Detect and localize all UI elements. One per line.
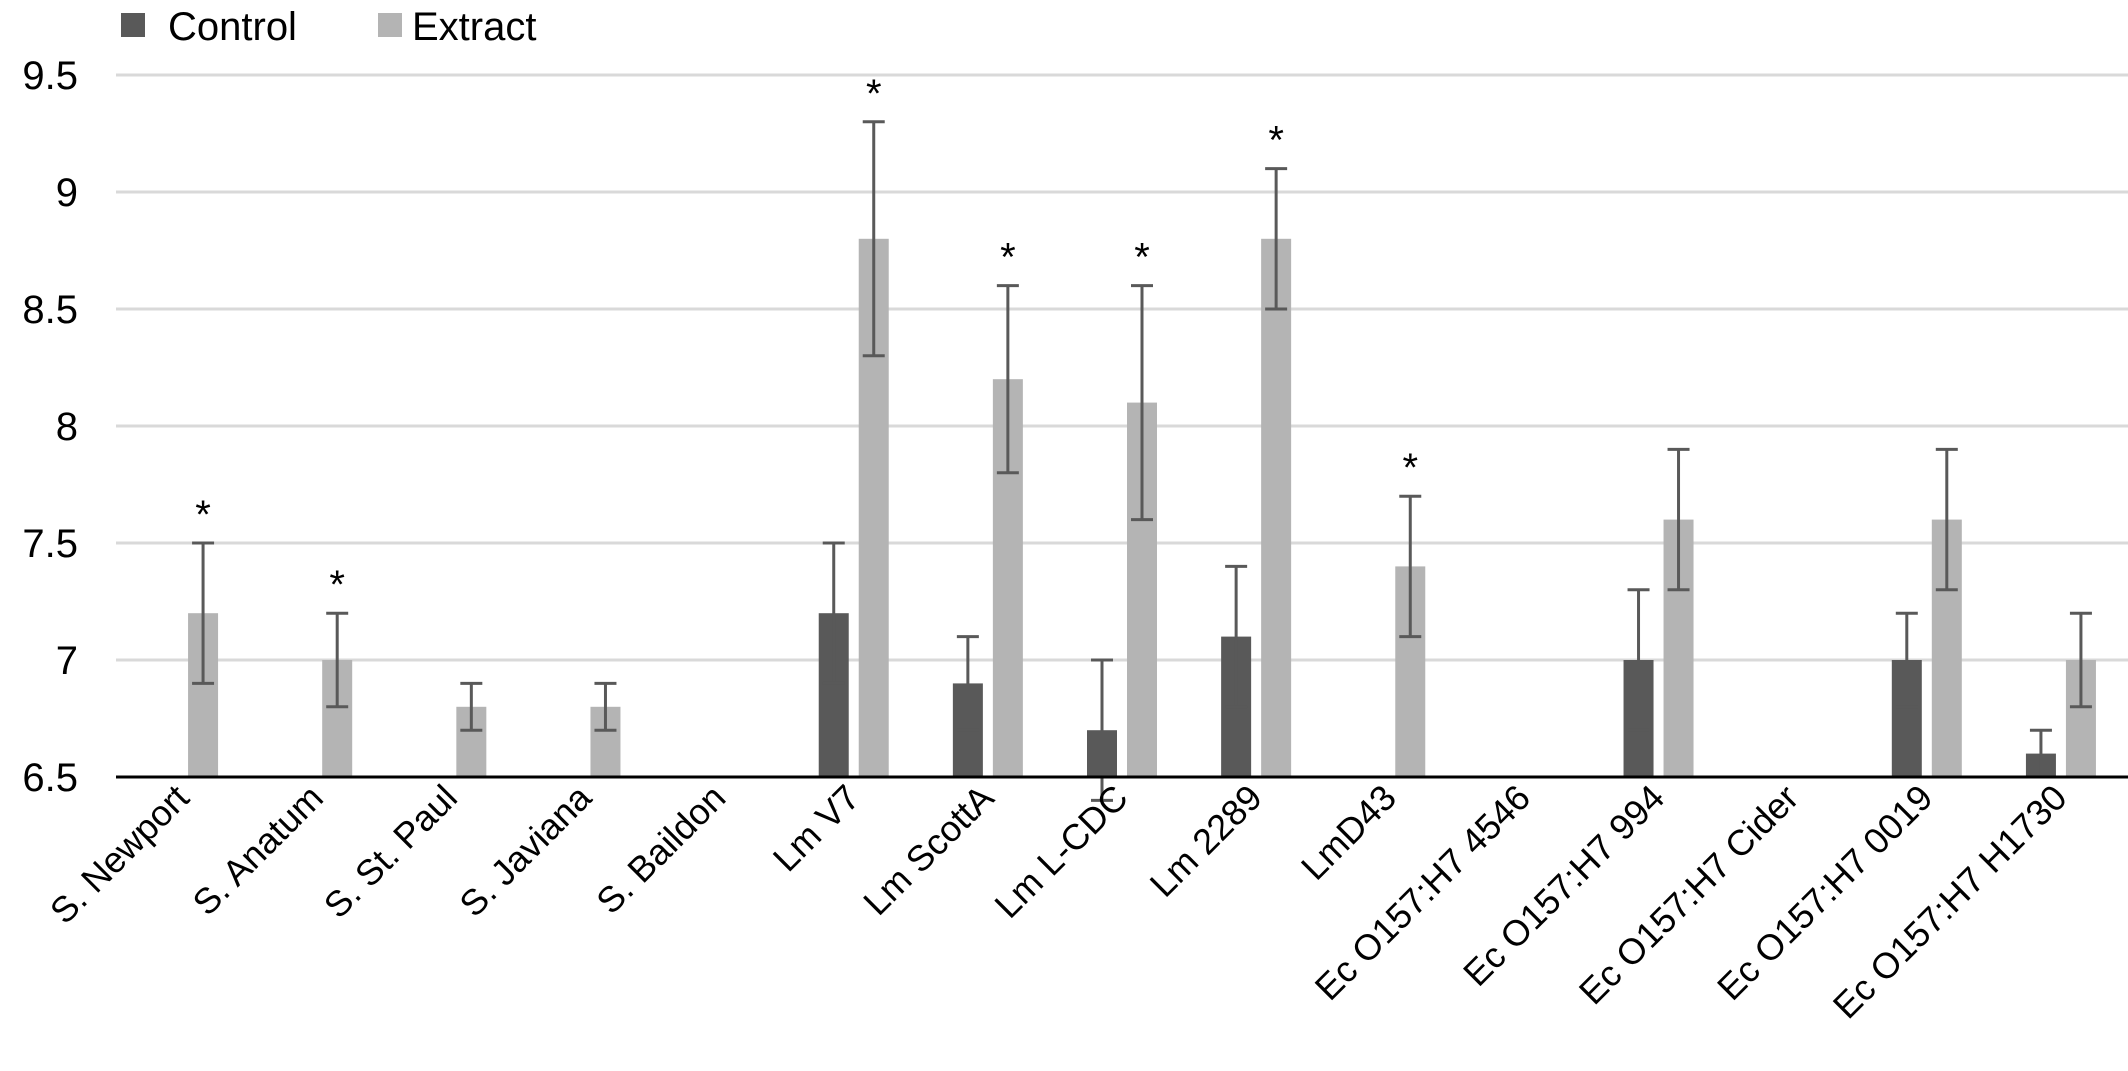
bars (188, 238, 2096, 778)
error-bar-control-lm-scotta (956, 635, 979, 732)
x-tick-label-ec-o157-h7-cider: Ec O157:H7 Cider (1571, 777, 1807, 1013)
legend-swatch-control (121, 13, 145, 37)
significance-markers: * * * * * * * (195, 72, 1418, 607)
y-axis-ticks: 6.5 7 7.5 8 8.5 9 9.5 (22, 54, 78, 800)
legend-swatch-extract (378, 13, 402, 37)
y-tick-label: 7.5 (22, 522, 78, 566)
error-bar-extract-ec-o157-h7-994 (1667, 447, 1690, 592)
legend-label-control: Control (168, 5, 297, 49)
error-bar-control-lm-2289 (1225, 564, 1248, 709)
significance-marker: * (1402, 446, 1418, 490)
legend: Control Extract (121, 5, 536, 49)
error-bar-extract-s-anatum (326, 611, 349, 709)
legend-label-extract: Extract (412, 5, 536, 49)
error-bar-extract-lmd43 (1399, 494, 1422, 639)
x-tick-label-s-anatum: S. Anatum (184, 777, 330, 923)
error-bar-extract-s-javiana (594, 681, 617, 732)
error-bar-extract-ec-o157-h7-h1730 (2069, 611, 2092, 709)
error-bar-extract-ec-o157-h7-0019 (1935, 447, 1958, 592)
significance-marker: * (1134, 236, 1150, 280)
error-bar-extract-lm-2289 (1265, 167, 1288, 311)
error-bar-control-ec-o157-h7-994 (1627, 588, 1650, 732)
error-bar-control-lm-v7 (822, 541, 845, 685)
error-bar-extract-lm-v7 (862, 120, 885, 358)
bar-extract-lm-2289 (1261, 238, 1292, 778)
significance-marker: * (329, 563, 345, 607)
error-bars (192, 120, 2092, 802)
y-tick-label: 6.5 (22, 756, 78, 800)
x-tick-label-lmd43: LmD43 (1293, 777, 1404, 888)
error-bar-extract-s-st-paul (460, 681, 483, 732)
error-bar-control-ec-o157-h7-0019 (1895, 611, 1918, 709)
significance-marker: * (1000, 236, 1016, 280)
x-tick-label-s-st-paul: S. St. Paul (316, 777, 465, 926)
x-tick-label-lm-v7: Lm V7 (765, 777, 868, 880)
x-tick-label-lm-2289: Lm 2289 (1142, 777, 1270, 905)
y-tick-label: 9.5 (22, 54, 78, 98)
error-bar-extract-lm-l-cdc (1131, 284, 1153, 522)
x-tick-label-ec-o157-h7-h1730: Ec O157:H7 H1730 (1825, 777, 2075, 1027)
significance-marker: * (1268, 119, 1284, 163)
y-tick-label: 8.5 (22, 288, 78, 332)
y-tick-label: 9 (56, 171, 78, 215)
significance-marker: * (866, 72, 882, 116)
error-bar-extract-lm-scotta (996, 284, 1019, 475)
significance-marker: * (195, 493, 211, 537)
x-tick-label-s-javiana: S. Javiana (451, 776, 600, 925)
gridlines (116, 73, 2128, 662)
x-tick-label-lm-l-cdc: Lm L-CDC (986, 777, 1135, 926)
y-tick-label: 7 (56, 639, 78, 683)
x-tick-label-s-baildon: S. Baildon (588, 777, 733, 922)
x-tick-label-lm-scotta: Lm ScottA (855, 777, 1001, 923)
error-bar-extract-s-newport (192, 541, 215, 685)
y-tick-label: 8 (56, 405, 78, 449)
